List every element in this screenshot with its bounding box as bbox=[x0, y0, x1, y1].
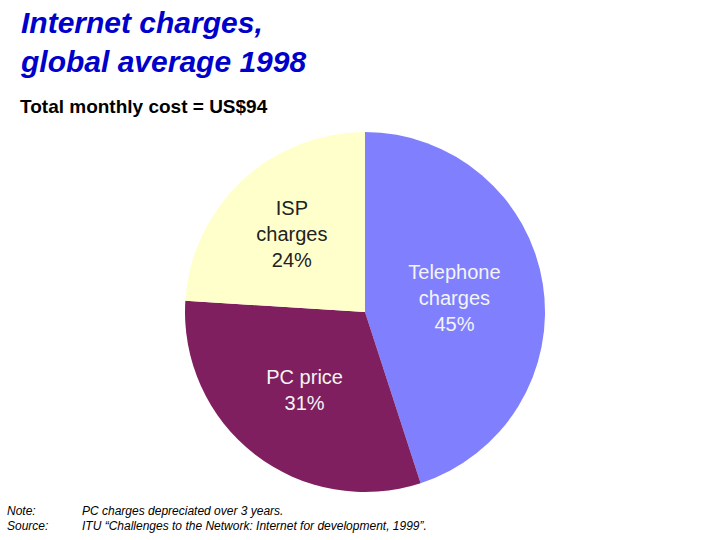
svg-text:Note:: Note: bbox=[7, 504, 36, 518]
svg-text:Source:: Source: bbox=[7, 519, 48, 533]
svg-text:Internet charges,global averag: Internet charges,global average 1998 bbox=[20, 6, 306, 78]
svg-text:ITU “Challenges to the Network: ITU “Challenges to the Network: Internet… bbox=[82, 519, 427, 533]
svg-text:ISPcharges24%: ISPcharges24% bbox=[256, 197, 327, 271]
svg-text:Total monthly cost = US$94: Total monthly cost = US$94 bbox=[20, 96, 268, 117]
svg-text:Telephonecharges45%: Telephonecharges45% bbox=[408, 261, 500, 335]
svg-text:PC charges depreciated over 3: PC charges depreciated over 3 years. bbox=[82, 504, 283, 518]
svg-text:PC price31%: PC price31% bbox=[266, 366, 343, 414]
